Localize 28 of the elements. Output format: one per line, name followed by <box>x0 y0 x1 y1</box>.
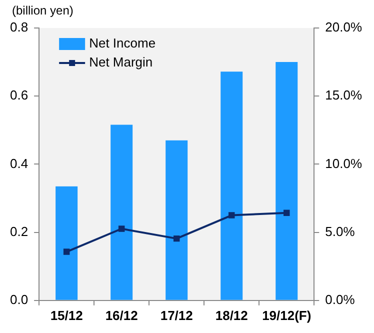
x-tick-label: 15/12 <box>50 308 83 323</box>
y-axis-title: (billion yen) <box>12 3 74 18</box>
y2-tick-label: 20.0% <box>325 20 362 35</box>
bar <box>276 62 298 300</box>
y-tick-label: 0.0 <box>10 292 28 307</box>
bar <box>110 124 133 300</box>
point <box>173 235 180 242</box>
bar <box>220 72 243 300</box>
point <box>63 248 70 255</box>
x-tick-label: 16/12 <box>105 308 138 323</box>
point <box>118 226 125 232</box>
point <box>284 210 290 216</box>
y-tick-label: 0.2 <box>10 224 28 239</box>
y2-tick-label: 0.0% <box>325 292 356 307</box>
y-tick-label: 0.8 <box>10 20 28 35</box>
bar <box>166 140 188 300</box>
legend-label: Net Income <box>89 36 156 51</box>
bar <box>56 186 78 300</box>
y2-tick-label: 15.0% <box>325 88 362 103</box>
y2-tick-label: 10.0% <box>325 156 362 171</box>
y2-tick-label: 5.0% <box>325 224 356 239</box>
point <box>228 212 235 218</box>
y-tick-label: 0.4 <box>10 156 28 171</box>
x-tick-label: 18/12 <box>215 308 248 323</box>
x-tick-label: 19/12(F) <box>262 308 312 323</box>
x-tick-label: 17/12 <box>160 308 193 323</box>
legend-label: Net Margin <box>89 54 153 70</box>
y-tick-label: 0.6 <box>10 88 28 103</box>
